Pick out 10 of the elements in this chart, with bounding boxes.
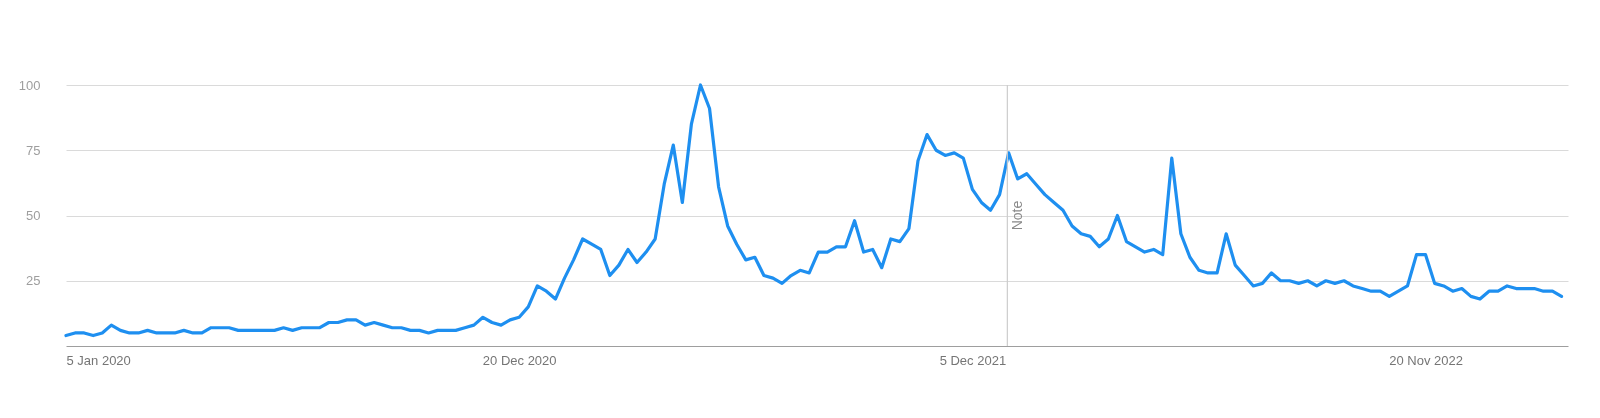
y-tick-label: 75 (26, 142, 41, 158)
x-tick-label: 5 Dec 2021 (939, 352, 1007, 368)
y-tick-label: 50 (26, 208, 41, 223)
x-tick-label: 20 Dec 2020 (482, 352, 557, 368)
ref-line-label: Note (1009, 200, 1026, 231)
x-tick-label: 5 Jan 2020 (66, 352, 131, 368)
y-tick-label: 100 (18, 77, 41, 93)
x-tick-label: 20 Nov 2022 (1389, 352, 1463, 368)
line-series (64, 83, 1564, 338)
y-tick-label: 25 (26, 273, 41, 289)
